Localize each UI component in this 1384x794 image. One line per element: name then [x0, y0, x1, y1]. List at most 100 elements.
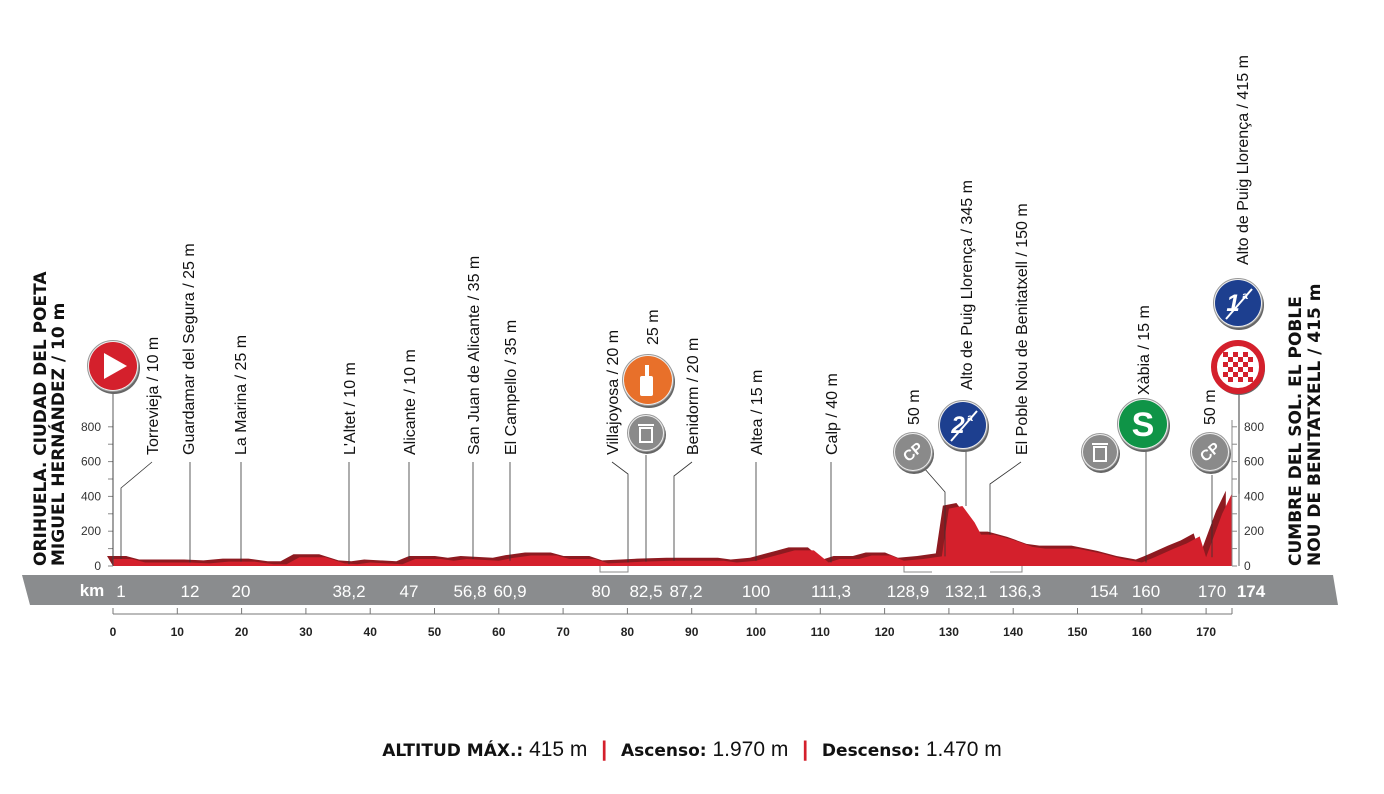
- bin-body: [1093, 446, 1107, 462]
- checker-square: [1228, 377, 1233, 382]
- start-icon: [87, 340, 140, 394]
- feed-zone-icon: [622, 354, 675, 408]
- y-tick-label: 200: [81, 524, 101, 538]
- x-tick-label: 30: [299, 625, 313, 639]
- x-tick-label: 90: [685, 625, 699, 639]
- place-label: 50 m: [906, 389, 923, 425]
- x-tick-label: 120: [875, 625, 895, 639]
- waste-zone-icon: [627, 414, 666, 454]
- y-tick-label: 200: [1244, 524, 1264, 538]
- max-altitude-label: ALTITUD MÁX.:: [382, 741, 524, 761]
- place-label: San Juan de Alicante / 35 m: [466, 256, 483, 455]
- checker-square: [1223, 372, 1228, 377]
- bracket: [903, 566, 932, 573]
- y-tick-label: 0: [1244, 559, 1251, 573]
- start-title-line2: MIGUEL HERNÁNDEZ / 10 m: [47, 303, 69, 566]
- badge-face: [1083, 435, 1117, 469]
- finish-ring: [1211, 340, 1265, 394]
- bracket: [599, 566, 629, 573]
- descent-label: Descenso:: [821, 741, 920, 761]
- max-altitude-value: 415 m: [529, 738, 588, 761]
- place-label: Xàbia / 15 m: [1136, 305, 1153, 395]
- km-mark-label: 136,3: [999, 582, 1042, 601]
- x-tick-label: 80: [621, 625, 635, 639]
- climb-start-icon: CP: [1190, 432, 1231, 474]
- place-label: Altea / 15 m: [749, 370, 766, 455]
- place-label: El Poble Nou de Benitatxell / 150 m: [1014, 203, 1031, 455]
- badge-face: [1119, 400, 1167, 448]
- checker-square: [1248, 367, 1253, 372]
- checker-square: [1248, 357, 1253, 362]
- place-label: La Marina / 25 m: [233, 335, 250, 455]
- place-label: 25 m: [645, 309, 662, 345]
- place-label: Villajoyosa / 20 m: [605, 330, 622, 455]
- checker-square: [1248, 377, 1253, 382]
- place-label: Calp / 40 m: [824, 373, 841, 455]
- x-tick-label: 70: [556, 625, 570, 639]
- y-tick-label: 800: [1244, 420, 1264, 434]
- km-mark-label: 154: [1090, 582, 1118, 601]
- place-leader-line: [611, 461, 629, 563]
- bin-body: [639, 427, 653, 443]
- mountain-arrow: [950, 410, 978, 442]
- checker-square: [1238, 357, 1243, 362]
- finish-icon: [1211, 340, 1265, 395]
- km-mark-label: 82,5: [629, 582, 662, 601]
- place-label: Guardamar del Segura / 25 m: [181, 243, 198, 455]
- km-mark-label: 174: [1237, 582, 1266, 601]
- start-title-line1: ORIHUELA. CIUDAD DEL POETA: [31, 271, 51, 566]
- separator: |: [601, 738, 608, 761]
- x-tick-label: 130: [939, 625, 959, 639]
- km-mark-label: 111,3: [811, 582, 851, 601]
- y-tick-label: 0: [94, 559, 101, 573]
- play-triangle: [104, 353, 127, 379]
- place-leader-line: [989, 461, 1022, 535]
- checker-square: [1228, 367, 1233, 372]
- ascent-label: Ascenso:: [621, 741, 707, 761]
- stage-summary: ALTITUD MÁX.: 415 m | Ascenso: 1.970 m |…: [0, 738, 1384, 762]
- waste-zone-icon: [1081, 433, 1120, 473]
- checker-square: [1243, 352, 1248, 357]
- km-mark-label: 87,2: [669, 582, 702, 601]
- separator: |: [802, 738, 809, 761]
- place-leader-line: [673, 461, 693, 561]
- km-bar: [22, 575, 1338, 605]
- badge-face: [895, 434, 931, 470]
- km-mark-label: 20: [232, 582, 251, 601]
- checker-square: [1238, 377, 1243, 382]
- badge-face: [629, 416, 663, 450]
- finish-title-line1: CUMBRE DEL SOL. EL POBLE: [1286, 296, 1306, 566]
- descent-value: 1.470 m: [925, 738, 1002, 761]
- mountain-arrow: [1225, 288, 1253, 320]
- km-mark-label: 80: [592, 582, 611, 601]
- y-tick-label: 800: [81, 420, 101, 434]
- km-mark-label: 47: [400, 582, 419, 601]
- km-mark-label: 128,9: [887, 582, 930, 601]
- km-mark-label: 1: [116, 582, 125, 601]
- y-tick-label: 600: [81, 455, 101, 469]
- bracket: [990, 566, 1023, 573]
- x-tick-label: 0: [110, 625, 117, 639]
- checker-square: [1233, 362, 1238, 367]
- sprint-letter: S: [1132, 406, 1155, 444]
- ascent-value: 1.970 m: [712, 738, 789, 761]
- x-tick-label: 150: [1067, 625, 1087, 639]
- km-mark-label: 170: [1198, 582, 1226, 601]
- km-mark-label: 38,2: [332, 582, 365, 601]
- x-tick-label: 50: [428, 625, 442, 639]
- place-label: Alicante / 10 m: [402, 349, 419, 455]
- checker-square: [1223, 362, 1228, 367]
- kom-category-number: 2: [950, 412, 965, 439]
- x-tick-label: 60: [492, 625, 506, 639]
- kom-category-number: 1: [1226, 290, 1239, 317]
- checker-square: [1233, 352, 1238, 357]
- y-tick-label: 400: [1244, 489, 1264, 503]
- place-label: El Campello / 35 m: [503, 320, 520, 455]
- place-label: Torrevieja / 10 m: [145, 337, 162, 455]
- km-mark-label: 100: [742, 582, 770, 601]
- checker-square: [1233, 372, 1238, 377]
- climb-start-icon: CP: [893, 432, 934, 474]
- x-tick-label: 100: [746, 625, 766, 639]
